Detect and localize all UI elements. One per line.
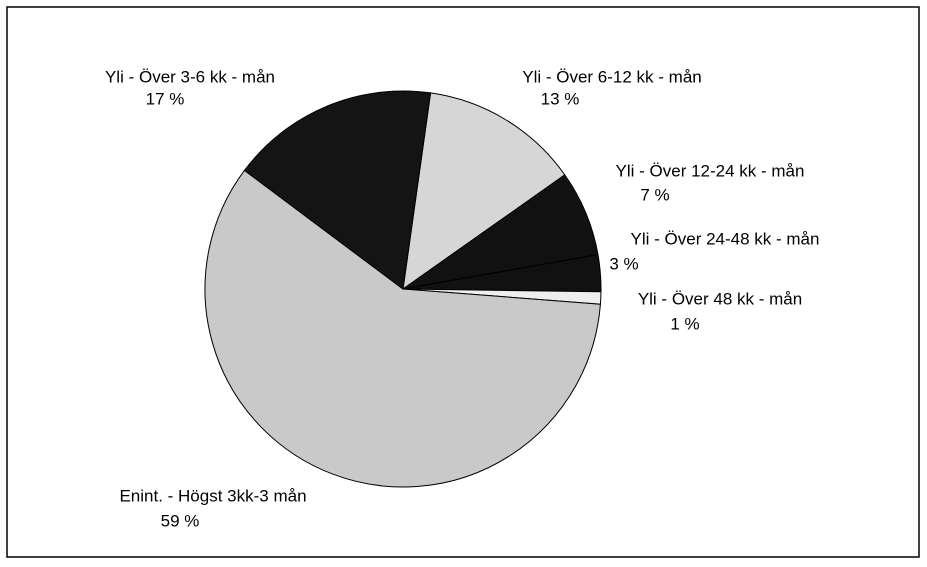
slice-value-label: 1 %: [670, 314, 699, 333]
slice-label: Yli - Över 6-12 kk - mån: [522, 67, 702, 86]
slice-label: Yli - Över 48 kk - mån: [638, 289, 802, 308]
slice-label: Enint. - Högst 3kk-3 mån: [119, 486, 306, 505]
slice-value-label: 59 %: [161, 511, 200, 530]
slice-label: Yli - Över 3-6 kk - mån: [105, 67, 275, 86]
slice-label: Yli - Över 24-48 kk - mån: [631, 229, 820, 248]
slice-label: Yli - Över 12-24 kk - mån: [616, 161, 805, 180]
slice-value-label: 7 %: [640, 185, 669, 204]
pie-slice: [204, 169, 601, 488]
slice-value-label: 3 %: [609, 254, 638, 273]
pie-slice: [243, 90, 432, 290]
pie-slice: [402, 92, 566, 291]
slice-value-label: 17 %: [146, 89, 185, 108]
slice-value-label: 13 %: [541, 89, 580, 108]
chart-frame: [6, 6, 920, 558]
